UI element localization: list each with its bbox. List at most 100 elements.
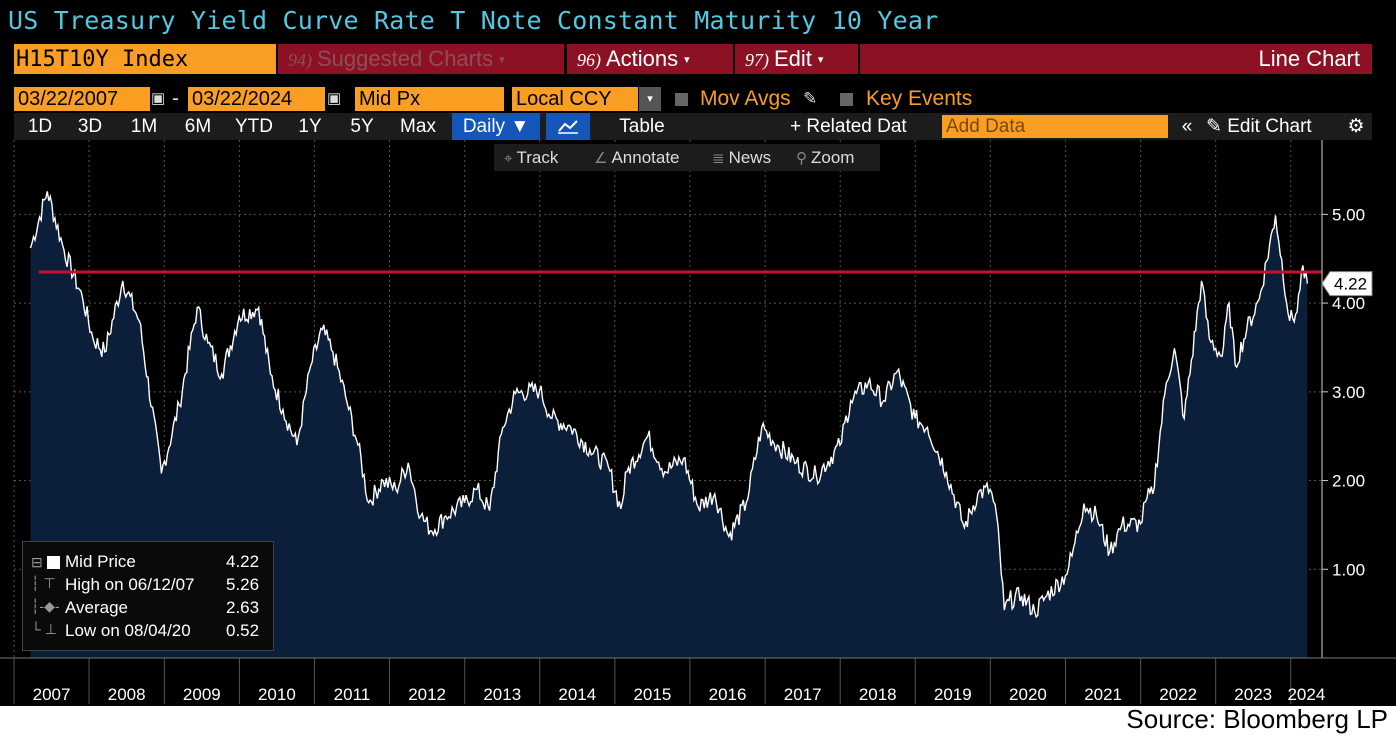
news-icon: ≣ (712, 150, 725, 167)
yield-chart: 1.00 2.00 3.00 4.00 5.00 2007 2008 2009 2010 2011… (0, 140, 1396, 704)
x-tick-label: 2013 (483, 685, 521, 704)
annotate-label: Annotate (611, 148, 680, 167)
legend-low-label: Low on 08/04/20 (65, 621, 191, 640)
chevron-down-icon: ▾ (684, 54, 690, 66)
period-tab-6m[interactable]: 6M (184, 116, 212, 137)
edit-label: Edit (774, 46, 812, 71)
annotate-button[interactable]: ∠ Annotate (594, 144, 680, 172)
suggested-charts-button[interactable]: 94) Suggested Charts ▾ (278, 44, 564, 74)
axis-layer: 1.00 2.00 3.00 4.00 5.00 2007 2008 2009 2010 2011… (0, 140, 1396, 704)
table-tab[interactable]: Table (619, 116, 665, 137)
edit-menu-button[interactable]: 97) Edit ▾ (735, 44, 858, 74)
pencil-icon: ✎ (1206, 116, 1222, 137)
chart-toolbar: ⌖ Track ∠ Annotate ≣ News ⚲ Zoom (494, 144, 880, 171)
calendar-icon[interactable]: ▣ (151, 90, 166, 107)
period-tab-1d[interactable]: 1D (27, 116, 53, 137)
x-tick-label: 2007 (33, 685, 71, 704)
related-data-button[interactable]: + Related Dat (790, 116, 907, 137)
edit-chart-label: Edit Chart (1227, 116, 1312, 137)
period-tab-1m[interactable]: 1M (130, 116, 158, 137)
average-marker-icon: ┆-◆- (31, 598, 60, 614)
legend-average-value: 2.63 (226, 598, 260, 617)
legend-mid-price-label: Mid Price (65, 552, 136, 571)
calendar-icon[interactable]: ▣ (327, 90, 342, 107)
line-chart-glyph (558, 120, 578, 134)
zoom-button[interactable]: ⚲ Zoom (796, 144, 854, 172)
key-events-label[interactable]: Key Events (866, 87, 973, 110)
series-area-mid-price (30, 191, 1308, 659)
zoom-icon: ⚲ (796, 150, 807, 167)
high-marker-icon: ┆ ⊤ (31, 575, 56, 591)
period-tab-5y[interactable]: 5Y (350, 116, 374, 137)
chevron-down-icon: ▾ (499, 54, 505, 66)
news-button[interactable]: ≣ News (712, 144, 771, 172)
x-tick-label: 2023 (1234, 685, 1272, 704)
actions-num: 96) (577, 50, 601, 70)
low-marker-icon: └ ⊥ (31, 621, 58, 637)
chevron-down-icon: ▾ (817, 54, 824, 66)
period-tab-3d[interactable]: 3D (77, 116, 103, 137)
period-tab-ytd[interactable]: YTD (235, 116, 273, 137)
chevron-down-icon[interactable]: ▾ (639, 87, 661, 111)
y-tick-label: 5.00 (1332, 205, 1365, 224)
mid-price-swatch (47, 556, 60, 569)
chart-type-label[interactable]: Line Chart (860, 44, 1372, 74)
legend-high-value: 5.26 (226, 575, 260, 594)
x-tick-label: 2008 (108, 685, 146, 704)
mov-avgs-checkbox[interactable] (675, 93, 688, 106)
line-chart-icon[interactable] (546, 113, 590, 140)
actions-menu-button[interactable]: 96) Actions ▾ (567, 44, 733, 74)
x-tick-label: 2010 (258, 685, 296, 704)
actions-label: Actions (606, 46, 679, 71)
x-tick-label: 2019 (934, 685, 972, 704)
legend-mid-price-value: 4.22 (226, 552, 260, 571)
chart-window-title: US Treasury Yield Curve Rate T Note Cons… (8, 6, 939, 35)
area-layer (29, 191, 1322, 659)
x-tick-label: 2009 (183, 685, 221, 704)
x-tick-label: 2017 (784, 685, 822, 704)
track-button[interactable]: ⌖ Track (504, 144, 558, 172)
x-tick-label: 2016 (709, 685, 747, 704)
mov-avgs-label[interactable]: Mov Avgs (700, 87, 791, 110)
y-tick-label: 1.00 (1332, 560, 1365, 579)
legend-high-label: High on 06/12/07 (65, 575, 195, 594)
zoom-label: Zoom (811, 148, 855, 167)
date-separator: - (172, 87, 179, 110)
x-tick-label: 2024 (1287, 685, 1325, 704)
ticker-field[interactable]: H15T10Y Index (14, 44, 276, 74)
end-date-field[interactable]: 03/22/2024 (188, 87, 325, 111)
x-tick-label: 2015 (633, 685, 671, 704)
add-data-input[interactable]: Add Data (942, 115, 1168, 138)
price-field-select[interactable]: Mid Px (355, 87, 504, 111)
legend-average-label: Average (65, 598, 129, 617)
currency-select[interactable]: Local CCY (512, 87, 638, 111)
x-tick-label: 2014 (558, 685, 596, 704)
y-tick-label: 3.00 (1332, 383, 1365, 402)
suggested-num: 94) (288, 50, 312, 70)
x-tick-label: 2011 (334, 685, 371, 704)
y-tick-label: 4.00 (1332, 294, 1365, 313)
crosshair-icon: ⌖ (504, 150, 513, 167)
collapse-icon[interactable]: « (1181, 116, 1193, 137)
x-tick-label: 2022 (1159, 685, 1197, 704)
legend-low-value: 0.52 (226, 621, 260, 640)
footer-band (0, 706, 1396, 744)
frequency-select[interactable]: Daily ▼ (452, 113, 540, 140)
pencil-icon[interactable]: ✎ (803, 89, 818, 108)
gear-icon[interactable]: ⚙ (1347, 116, 1365, 137)
edit-chart-button[interactable]: ✎ Edit Chart (1206, 113, 1338, 140)
key-events-checkbox[interactable] (840, 93, 853, 106)
x-tick-label: 2018 (859, 685, 897, 704)
collapse-legend-icon[interactable]: ⊟ (31, 554, 43, 570)
x-tick-label: 2021 (1084, 685, 1122, 704)
start-date-field[interactable]: 03/22/2007 (14, 87, 150, 111)
x-tick-label: 2020 (1009, 685, 1047, 704)
period-tab-max[interactable]: Max (400, 116, 436, 137)
chart-legend: ⊟ Mid Price 4.22 ┆ ⊤ High on 06/12/07 5.… (22, 541, 274, 651)
news-label: News (728, 148, 772, 167)
series-line-mid-price (29, 191, 1309, 619)
last-value-tag: 4.22 (1321, 271, 1373, 297)
period-tab-1y[interactable]: 1Y (298, 116, 322, 137)
source-label: Source: Bloomberg LP (1126, 704, 1388, 734)
y-tick-label: 2.00 (1332, 472, 1365, 491)
